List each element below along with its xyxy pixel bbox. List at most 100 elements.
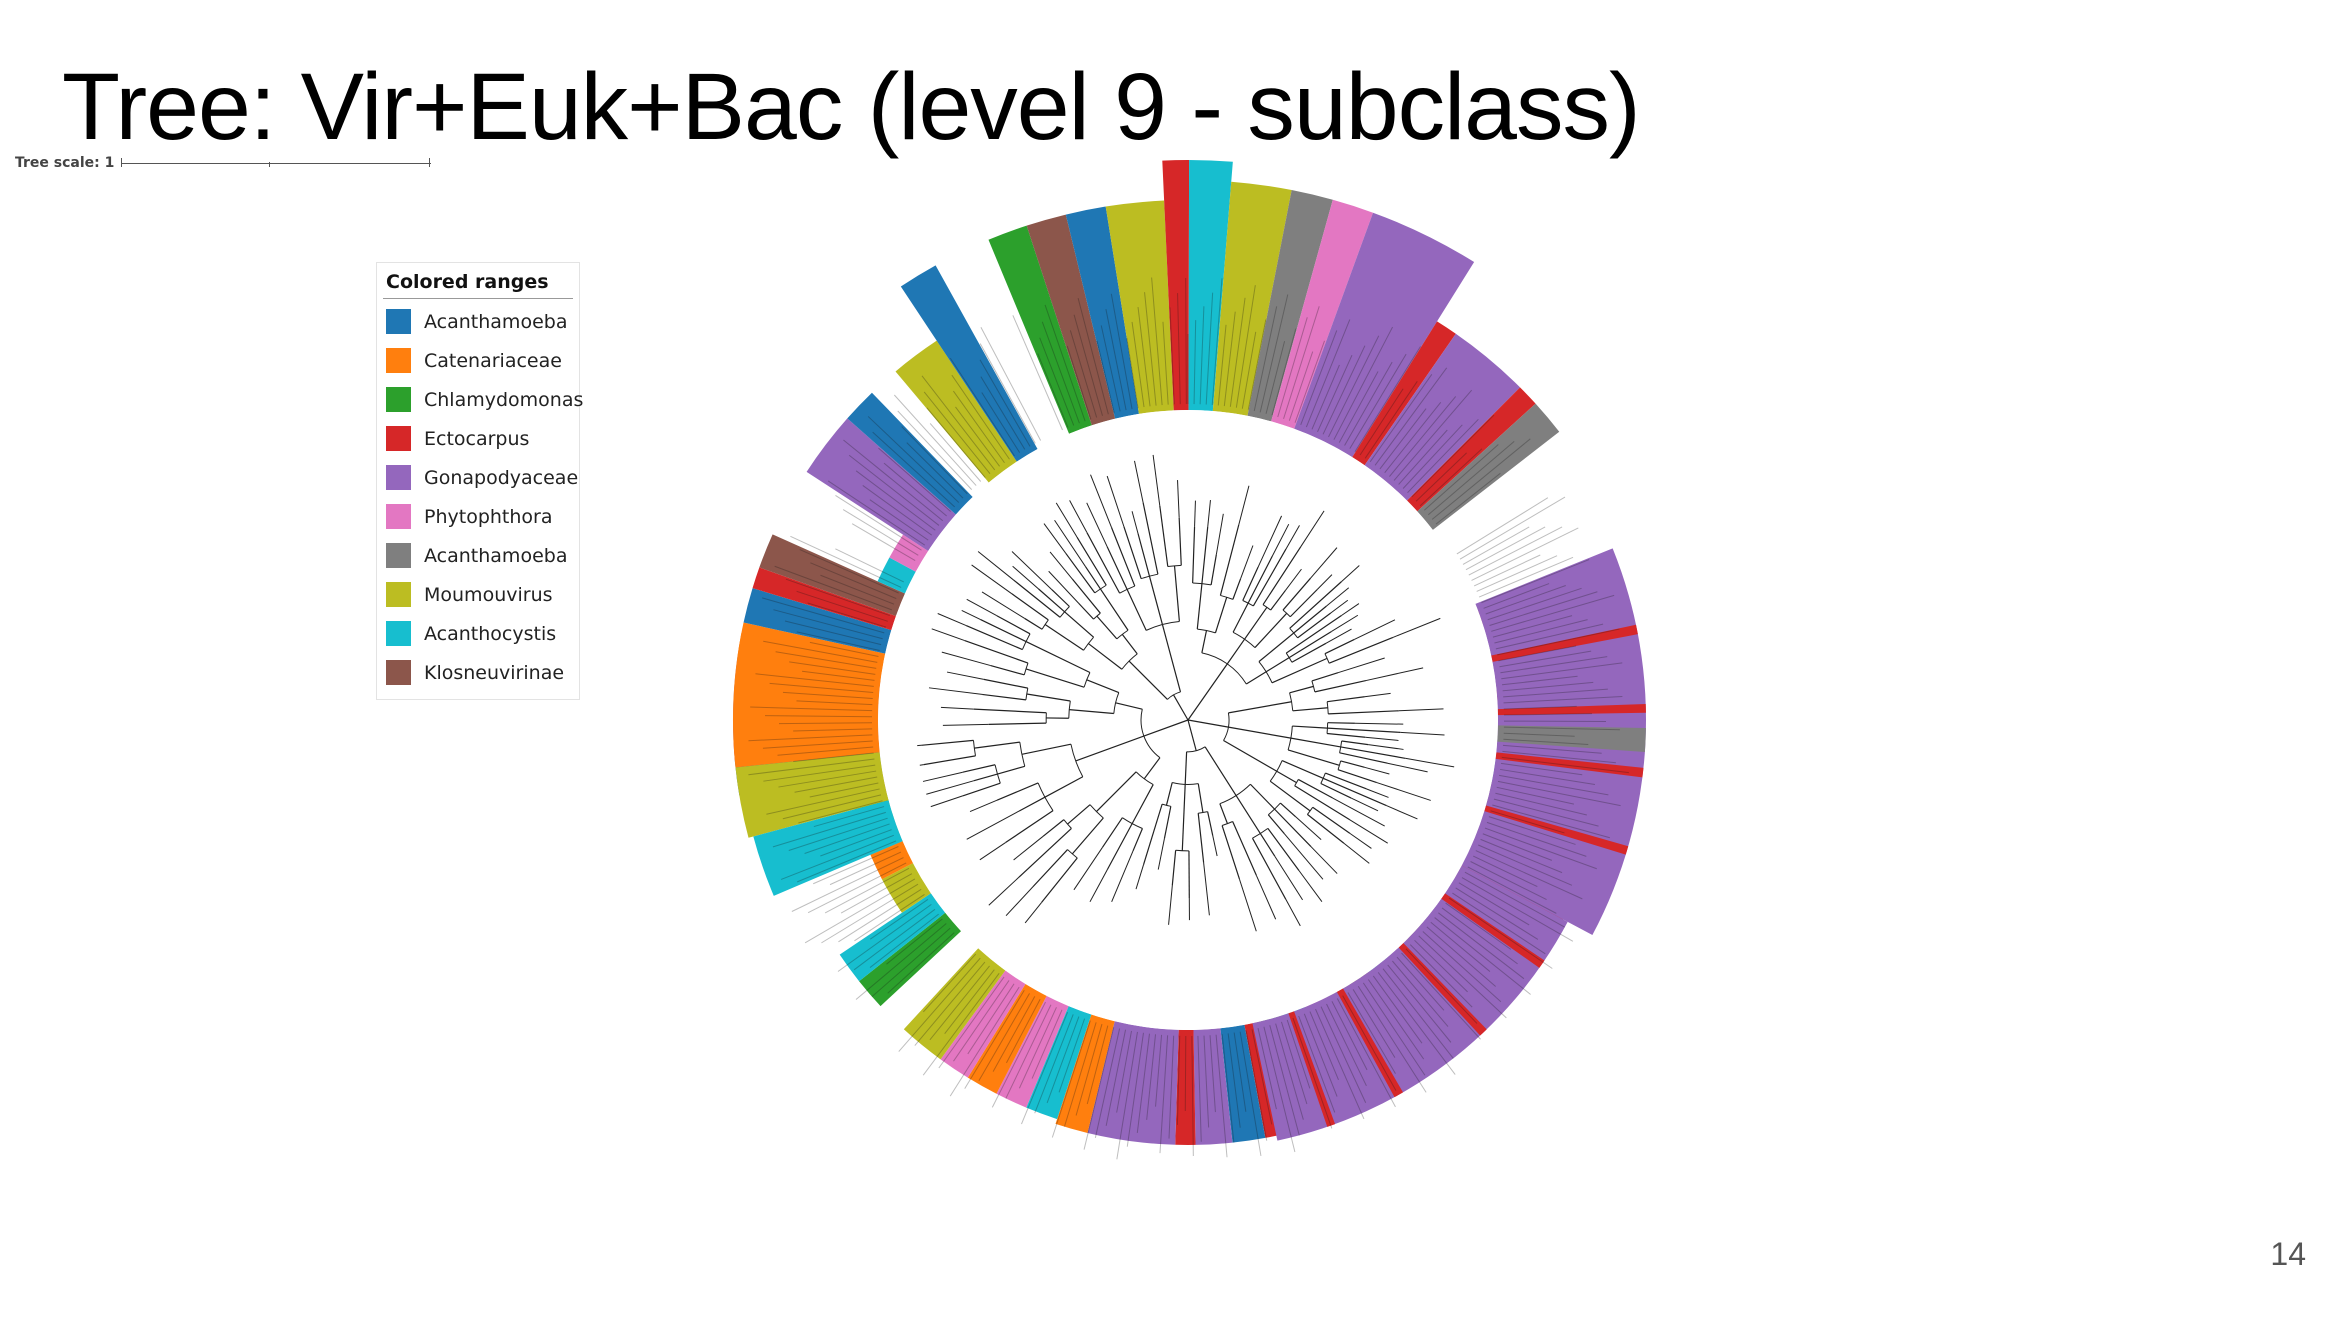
tree-branch xyxy=(1311,672,1339,682)
tree-leaf-branch xyxy=(941,651,991,667)
leaf-label xyxy=(1499,650,1592,668)
leaf-label xyxy=(1470,861,1547,900)
leaf-label xyxy=(1259,294,1289,413)
leaf-label xyxy=(952,390,1005,464)
leaf-label xyxy=(855,923,947,1000)
leaf-label xyxy=(824,867,910,914)
legend-item-label: Phytophthora xyxy=(424,506,553,528)
tree-branch xyxy=(1281,760,1324,779)
leaf-label xyxy=(898,957,981,1052)
tree-branch xyxy=(1110,527,1136,587)
leaf-label xyxy=(1209,1035,1216,1113)
leaf-label xyxy=(773,609,883,640)
leaf-label xyxy=(1333,326,1393,440)
colored-range-wedge xyxy=(900,265,1038,462)
leaf-label xyxy=(1438,912,1525,980)
leaf-label xyxy=(779,722,873,725)
tree-leaf-branch xyxy=(1354,619,1396,640)
leaf-label xyxy=(869,899,929,940)
tree-branch xyxy=(1307,813,1345,844)
tree-leaf-branch xyxy=(988,876,1020,906)
tree-leaf-branch xyxy=(1365,667,1424,682)
leaf-label xyxy=(1094,1028,1121,1138)
tree-branch xyxy=(1270,589,1287,611)
leaf-label xyxy=(1105,309,1127,411)
leaf-label xyxy=(1265,340,1286,414)
leaf-label xyxy=(1503,695,1623,704)
tree-arc xyxy=(1068,700,1071,719)
tree-leaf-branch xyxy=(1298,870,1323,903)
tree-branch xyxy=(1096,771,1137,812)
leaf-label xyxy=(762,597,885,634)
leaf-label xyxy=(862,485,932,536)
leaf-label xyxy=(1384,401,1442,474)
leaf-label xyxy=(1497,780,1621,807)
leaf-label xyxy=(1303,1013,1338,1097)
tree-branch xyxy=(1267,828,1300,871)
leaf-label xyxy=(1396,956,1445,1011)
tree-branch xyxy=(1341,740,1369,746)
leaf-label xyxy=(1502,744,1602,754)
leaf-label xyxy=(802,670,875,681)
colored-range-wedge xyxy=(988,225,1092,434)
leaf-label xyxy=(1503,705,1577,710)
colored-range-wedge xyxy=(743,588,892,654)
leaf-label xyxy=(1159,1035,1169,1154)
tree-branch xyxy=(1143,719,1189,737)
colored-range-wedge xyxy=(1398,942,1487,1036)
tree-branch xyxy=(1232,578,1242,600)
tree-branch xyxy=(1201,526,1209,584)
tree-leaf-branch xyxy=(1364,692,1391,698)
tree-leaf-branch xyxy=(1350,797,1379,812)
leaf-label xyxy=(1468,526,1563,576)
tree-leaf-branch xyxy=(1300,510,1325,547)
leaf-label xyxy=(1445,902,1512,950)
tree-branch xyxy=(1297,778,1333,799)
tree-branch xyxy=(1038,588,1065,613)
leaf-label xyxy=(810,562,897,600)
leaf-label xyxy=(778,770,877,788)
leaf-label xyxy=(1018,1007,1057,1089)
leaf-label xyxy=(1484,827,1597,870)
leaf-labels xyxy=(748,277,1629,1160)
tree-branch xyxy=(1297,612,1332,639)
legend-title: Colored ranges xyxy=(386,271,549,293)
tree-branch xyxy=(1165,782,1173,806)
tree-scale-bar xyxy=(121,158,431,167)
leaf-label xyxy=(1169,307,1175,405)
leaf-label xyxy=(1021,1011,1069,1125)
colored-range-wedge xyxy=(1497,725,1646,752)
leaf-label xyxy=(1286,1019,1311,1089)
tree-branch xyxy=(980,619,1027,643)
colored-range-wedge xyxy=(895,340,1017,483)
leaf-label xyxy=(1077,297,1109,415)
tree-branch xyxy=(1026,693,1071,702)
legend-item-label: Klosneuvirinae xyxy=(424,662,565,684)
leaf-label xyxy=(788,817,888,851)
tree-branch xyxy=(1172,694,1189,721)
tree-leaf-branch xyxy=(1043,523,1067,554)
legend-item-label: Acanthamoeba xyxy=(424,311,568,333)
leaf-label xyxy=(979,359,1031,447)
leaf-label xyxy=(750,706,873,712)
leaf-label xyxy=(1503,713,1592,716)
leaf-label xyxy=(1211,278,1223,405)
tree-branch xyxy=(1044,776,1084,798)
tree-leaf-branch xyxy=(1326,587,1350,607)
leaf-label xyxy=(869,913,939,968)
tree-leaf-branch xyxy=(981,591,1025,619)
leaf-label xyxy=(1245,1030,1268,1141)
leaf-label xyxy=(1389,396,1457,477)
leaf-label xyxy=(785,578,890,617)
colored-range-wedge xyxy=(1212,181,1292,416)
tree-leaf-branch xyxy=(1090,474,1112,528)
tree-branch xyxy=(1024,617,1043,630)
tree-leaf-branch xyxy=(1055,502,1078,538)
leaf-label xyxy=(1369,374,1433,463)
tree-arc xyxy=(1121,653,1138,670)
leaf-label xyxy=(1483,583,1550,609)
leaf-label xyxy=(1401,952,1481,1040)
leaf-label xyxy=(784,620,882,646)
colored-range-wedge xyxy=(752,567,896,631)
